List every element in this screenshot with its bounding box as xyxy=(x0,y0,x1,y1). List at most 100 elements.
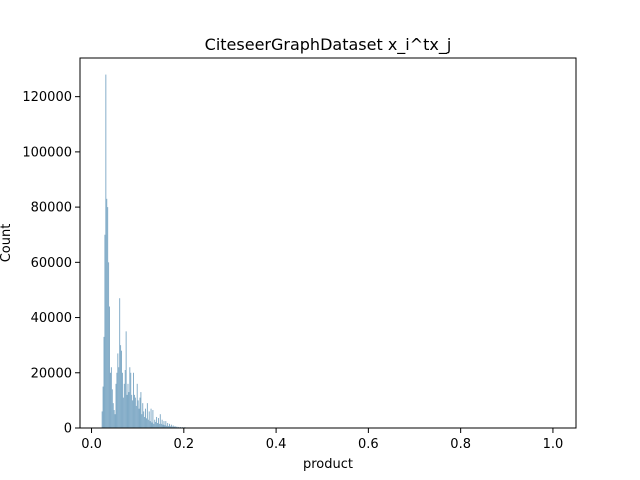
y-axis-ticks: 0 20000 40000 60000 80000 100000 120000 xyxy=(22,90,80,437)
histogram-bar xyxy=(120,345,122,428)
histogram-bar xyxy=(109,372,111,428)
histogram-bar xyxy=(157,423,158,428)
histogram-bar xyxy=(119,298,121,428)
histogram-bar xyxy=(127,383,129,428)
histogram-bar xyxy=(121,350,122,428)
histogram-bar xyxy=(133,372,134,428)
histogram-bar xyxy=(155,421,157,428)
histogram-bar xyxy=(169,423,170,428)
histogram-bar xyxy=(148,411,150,428)
histogram-bar xyxy=(170,424,172,428)
histogram-bar xyxy=(164,425,166,428)
histogram-bar xyxy=(150,408,152,428)
x-tick-label: 1.0 xyxy=(543,437,564,452)
histogram-bar xyxy=(171,426,173,428)
histogram-bar xyxy=(124,370,126,428)
histogram-bar xyxy=(162,424,164,428)
histogram-bar xyxy=(165,421,167,428)
histogram-bar xyxy=(158,423,160,428)
x-tick-label: 0.8 xyxy=(450,437,471,452)
histogram-bar xyxy=(173,426,175,428)
histogram-bar xyxy=(166,425,168,428)
histogram-bar xyxy=(102,386,104,428)
histogram-bar xyxy=(110,367,112,428)
histogram-bar xyxy=(176,426,178,428)
histogram-bar xyxy=(108,262,110,428)
histogram-bar xyxy=(128,392,130,428)
histogram-bar xyxy=(138,408,140,428)
histogram-bar xyxy=(104,234,106,428)
histogram-bar xyxy=(134,397,136,428)
histogram-bar xyxy=(125,331,127,428)
histogram-bar xyxy=(157,418,159,428)
histogram-bar xyxy=(143,411,145,428)
histogram-bar xyxy=(129,367,131,428)
histogram-bar xyxy=(161,419,163,428)
histogram-bar xyxy=(159,414,161,428)
histogram-bar xyxy=(103,336,105,428)
histogram-bar xyxy=(122,397,124,428)
x-axis-label: product xyxy=(303,457,353,472)
y-tick-label: 60000 xyxy=(31,256,72,271)
histogram-bar xyxy=(118,367,120,428)
x-tick-label: 0.4 xyxy=(266,437,287,452)
histogram-bar xyxy=(144,416,146,428)
histogram-bar xyxy=(117,353,119,428)
histogram-bar xyxy=(172,425,174,428)
y-tick-label: 80000 xyxy=(31,201,72,216)
histogram-bar xyxy=(152,410,154,428)
histogram-bar xyxy=(151,422,153,428)
plot-frame xyxy=(79,57,577,429)
histogram-bar xyxy=(116,372,118,428)
histogram-bar xyxy=(136,383,138,428)
histogram-bar xyxy=(147,419,149,428)
histogram-bar xyxy=(153,423,155,428)
histogram-bar xyxy=(174,426,176,428)
histogram-bar xyxy=(135,405,137,428)
histogram-bar xyxy=(114,414,116,428)
x-axis-ticks: 0.0 0.2 0.4 0.6 0.8 1.0 xyxy=(81,428,563,452)
histogram-bar xyxy=(154,419,156,428)
histogram-bar xyxy=(149,421,151,428)
y-axis-label: Count xyxy=(0,224,14,263)
histogram-bar xyxy=(142,403,144,428)
histogram-bar xyxy=(105,74,107,428)
chart-title: CiteseerGraphDataset x_i^tx_j xyxy=(205,35,452,55)
histogram-bar xyxy=(140,392,142,428)
histogram-bar xyxy=(160,423,162,428)
x-tick-label: 0.6 xyxy=(358,437,379,452)
histogram-bar xyxy=(107,207,109,428)
histogram-bar xyxy=(141,414,143,428)
y-tick-label: 40000 xyxy=(31,311,72,326)
histogram-bar xyxy=(126,394,128,428)
histogram-bar xyxy=(145,408,146,428)
histogram-bar xyxy=(146,403,148,428)
histogram-bar xyxy=(106,198,108,428)
x-tick-label: 0.0 xyxy=(81,437,102,452)
histogram-bar xyxy=(137,400,139,428)
y-tick-label: 20000 xyxy=(31,366,72,381)
histogram-bar xyxy=(131,394,133,428)
histogram-bar xyxy=(121,372,123,428)
x-tick-label: 0.2 xyxy=(173,437,194,452)
y-tick-label: 120000 xyxy=(22,90,72,105)
histogram-bar xyxy=(130,372,132,428)
histogram-bar xyxy=(139,397,141,428)
histogram-bar xyxy=(156,416,158,428)
histogram-bar xyxy=(169,426,171,428)
histogram-bar xyxy=(111,389,113,428)
histogram-bar xyxy=(178,426,180,428)
y-tick-label: 100000 xyxy=(22,145,72,160)
bars-layer xyxy=(101,74,208,428)
histogram-bar xyxy=(115,383,117,428)
histogram-bar xyxy=(132,400,134,428)
histogram-bar xyxy=(168,426,170,428)
histogram-bar xyxy=(113,410,115,428)
histogram-bar xyxy=(167,423,169,428)
histogram-bar xyxy=(123,383,125,428)
histogram-bar xyxy=(163,421,165,428)
y-tick-label: 0 xyxy=(64,422,72,437)
histogram-bar xyxy=(145,418,147,428)
